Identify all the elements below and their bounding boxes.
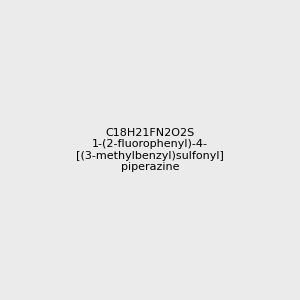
Text: C18H21FN2O2S
1-(2-fluorophenyl)-4-
[(3-methylbenzyl)sulfonyl]
piperazine: C18H21FN2O2S 1-(2-fluorophenyl)-4- [(3-m… bbox=[76, 128, 224, 172]
